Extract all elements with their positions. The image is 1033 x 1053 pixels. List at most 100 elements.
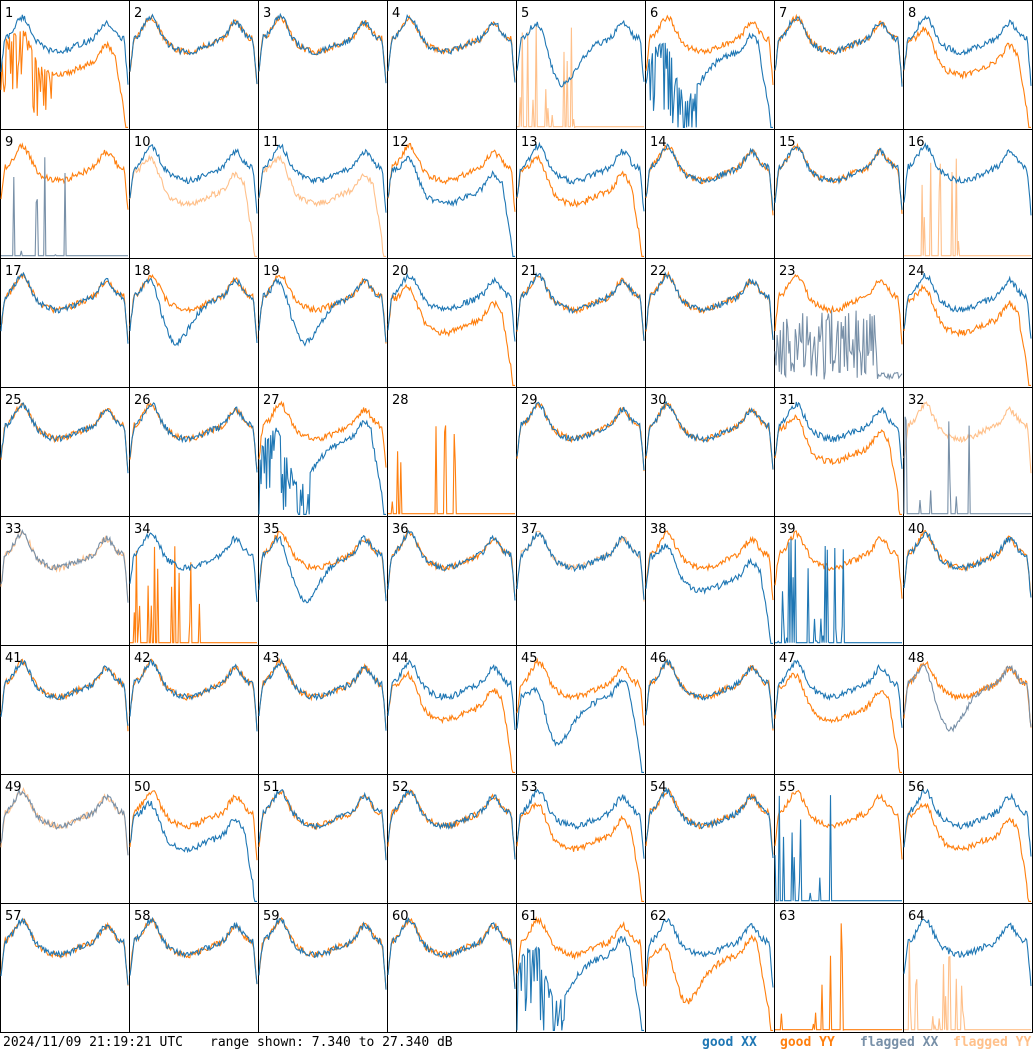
- tile-number-label: 58: [134, 909, 151, 924]
- spectrum-tile-1: 1: [0, 0, 130, 130]
- tile-number-label: 39: [779, 522, 796, 537]
- tile-number-label: 2: [134, 6, 142, 21]
- spectrum-tile-15: 15: [774, 129, 904, 259]
- tile-number-label: 10: [134, 135, 151, 150]
- tile-number-label: 64: [908, 909, 925, 924]
- xx-series-line: [0, 271, 129, 344]
- tile-number-label: 18: [134, 264, 151, 279]
- yy-series-line: [258, 530, 387, 599]
- spectrum-tile-5: 5: [516, 0, 646, 130]
- yy-series-line: [130, 546, 257, 644]
- xx-series-line: [387, 659, 516, 731]
- spectrum-tile-26: 26: [129, 387, 259, 517]
- xx-series-line: [0, 528, 129, 603]
- spectrum-tile-12: 12: [387, 129, 517, 259]
- xx-series-line: [903, 272, 1032, 339]
- tile-number-label: 40: [908, 522, 925, 537]
- xx-series-line: [645, 271, 774, 341]
- xx-series-line: [645, 143, 774, 211]
- tile-number-label: 12: [392, 135, 409, 150]
- tile-number-label: 49: [5, 780, 22, 795]
- spectrum-tile-61: 61: [516, 903, 646, 1033]
- spectrum-tile-25: 25: [0, 387, 130, 517]
- spectrum-tile-54: 54: [645, 774, 775, 904]
- spectrum-tile-24: 24: [903, 258, 1033, 388]
- tile-number-label: 19: [263, 264, 280, 279]
- xx-series-line: [903, 15, 1032, 86]
- xx-series-line: [903, 788, 1032, 857]
- legend-good-yy: good YY: [780, 1035, 835, 1050]
- spectrum-tile-53: 53: [516, 774, 646, 904]
- yy-series-line: [516, 657, 645, 726]
- range-label: range shown: 7.340 to 27.340 dB: [210, 1035, 453, 1050]
- spectrum-tile-17: 17: [0, 258, 130, 388]
- legend-flagged-yy: flagged YY: [953, 1035, 1032, 1050]
- tile-frame: [774, 129, 904, 259]
- xx-series-line: [258, 658, 387, 731]
- xx-series-line: [258, 789, 387, 861]
- xx-series-line: [903, 531, 1032, 598]
- xx-series-line: [129, 658, 258, 732]
- spectrum-tile-3: 3: [258, 0, 388, 130]
- yy-series-line: [0, 30, 128, 128]
- spectrum-tile-16: 16: [903, 129, 1033, 259]
- tile-frame: [903, 258, 1033, 388]
- spectrum-tile-44: 44: [387, 645, 517, 775]
- tile-number-label: 11: [263, 135, 280, 150]
- spectrum-tile-52: 52: [387, 774, 517, 904]
- tile-number-label: 14: [650, 135, 667, 150]
- tile-frame: [0, 0, 130, 130]
- xx-series-line: [129, 278, 258, 347]
- tile-number-label: 20: [392, 264, 409, 279]
- yy-series-line: [904, 941, 1031, 1031]
- xx-series-line: [516, 401, 645, 471]
- tile-frame: [387, 0, 517, 130]
- yy-series-line: [904, 158, 1031, 257]
- spectrum-tile-7: 7: [774, 0, 904, 130]
- tile-number-label: 61: [521, 909, 538, 924]
- xx-series-line: [0, 788, 129, 856]
- tile-number-label: 31: [779, 393, 796, 408]
- yy-series-line: [903, 26, 1031, 128]
- xx-series-line: [516, 272, 645, 341]
- spectrum-tile-6: 6: [645, 0, 775, 130]
- xx-series-line: [387, 529, 516, 601]
- yy-series-line: [258, 916, 387, 990]
- tile-number-label: 44: [392, 651, 409, 666]
- yy-series-line: [903, 802, 1031, 902]
- xx-series-line: [258, 917, 387, 990]
- spectrum-tile-37: 37: [516, 516, 646, 646]
- tile-number-label: 27: [263, 393, 280, 408]
- xx-series-line: [0, 658, 129, 726]
- spectrum-tile-39: 39: [774, 516, 904, 646]
- spectrum-tile-8: 8: [903, 0, 1033, 130]
- spectrum-tile-27: 27: [258, 387, 388, 517]
- tile-number-label: 41: [5, 651, 22, 666]
- yy-series-line: [129, 790, 258, 861]
- tile-number-label: 30: [650, 393, 667, 408]
- xx-series-line: [516, 530, 645, 600]
- tile-number-label: 22: [650, 264, 667, 279]
- yy-series-line: [645, 14, 774, 85]
- yy-series-line: [903, 283, 1031, 386]
- yy-series-line: [774, 672, 902, 773]
- yy-series-line: [129, 402, 258, 470]
- xx-series-line: [774, 16, 903, 87]
- xx-series-line: [645, 32, 773, 128]
- xx-series-line: [774, 659, 903, 728]
- yy-series-line: [387, 142, 516, 212]
- spectrum-tile-22: 22: [645, 258, 775, 388]
- spectrum-tile-28: 28: [387, 387, 517, 517]
- tile-frame: [645, 774, 775, 904]
- tile-number-label: 57: [5, 909, 22, 924]
- tile-frame: [387, 645, 517, 775]
- yy-series-line: [129, 154, 257, 257]
- yy-series-line: [387, 670, 515, 773]
- footer: 2024/11/09 21:19:21 UTC range shown: 7.3…: [0, 1033, 1033, 1053]
- spectrum-tile-64: 64: [903, 903, 1033, 1033]
- tile-number-label: 54: [650, 780, 667, 795]
- tile-number-label: 55: [779, 780, 796, 795]
- tile-number-label: 48: [908, 651, 925, 666]
- tile-number-label: 26: [134, 393, 151, 408]
- tile-number-label: 21: [521, 264, 538, 279]
